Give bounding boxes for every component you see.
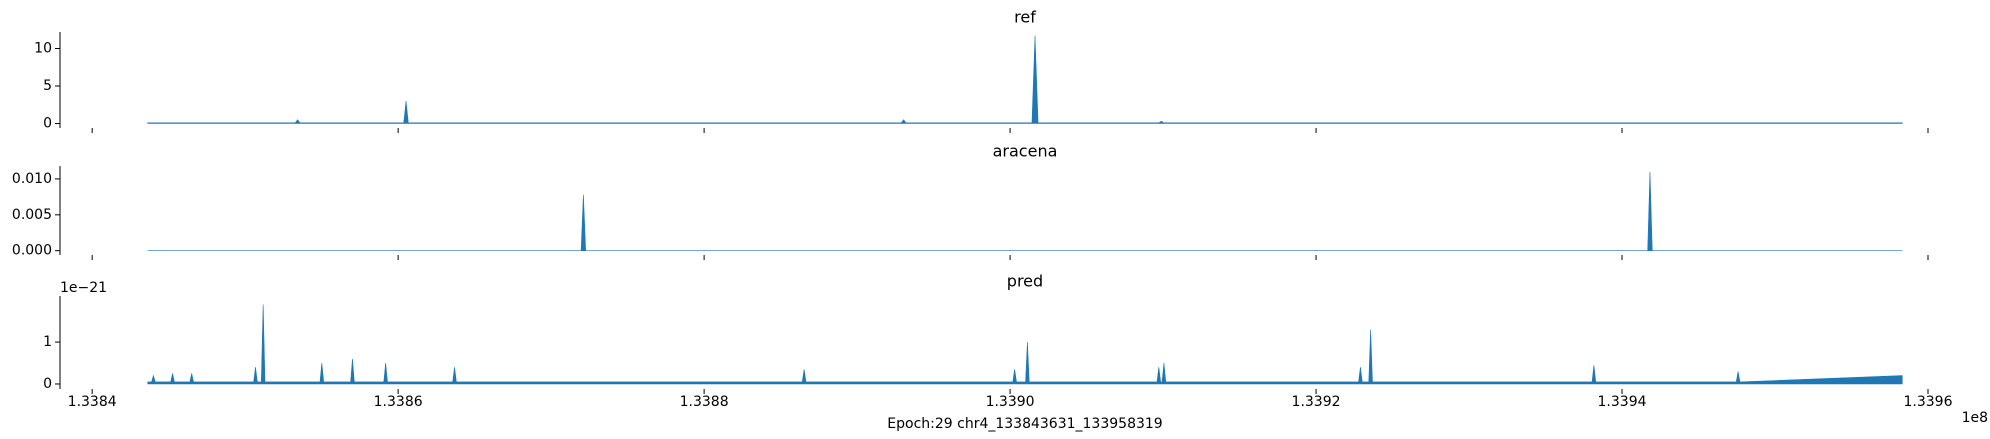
x-tick-label: 1.3392 xyxy=(1292,394,1341,410)
x-tick-label: 1.3394 xyxy=(1598,394,1647,410)
y-tick-label: 0.000 xyxy=(12,243,52,259)
x-tick-label: 1.3386 xyxy=(374,394,423,410)
panel-title: pred xyxy=(1007,272,1043,291)
x-tick-label: 1.3384 xyxy=(68,394,117,410)
y-tick-label: 0 xyxy=(43,376,52,392)
x-tick-label: 1.3388 xyxy=(680,394,729,410)
area xyxy=(147,35,1903,124)
x-tick-label: 1.3390 xyxy=(986,394,1035,410)
y-tick-label: 10 xyxy=(34,41,52,57)
y-tick-label: 0.010 xyxy=(12,171,52,187)
x-axis-label: Epoch:29 chr4_133843631_133958319 xyxy=(887,416,1162,432)
panel-title: ref xyxy=(1014,8,1036,27)
panel-title: aracena xyxy=(993,142,1058,161)
y-tick-label: 1 xyxy=(43,334,52,350)
y-tick-label: 5 xyxy=(43,78,52,94)
area xyxy=(147,171,1903,251)
area xyxy=(147,304,1903,385)
y-tick-label: 0.005 xyxy=(12,207,52,223)
y-tick-label: 0 xyxy=(43,116,52,132)
x-offset-label: 1e8 xyxy=(1962,410,1988,426)
x-tick-label: 1.3396 xyxy=(1903,394,1952,410)
y-offset-label: 1e−21 xyxy=(60,280,107,296)
